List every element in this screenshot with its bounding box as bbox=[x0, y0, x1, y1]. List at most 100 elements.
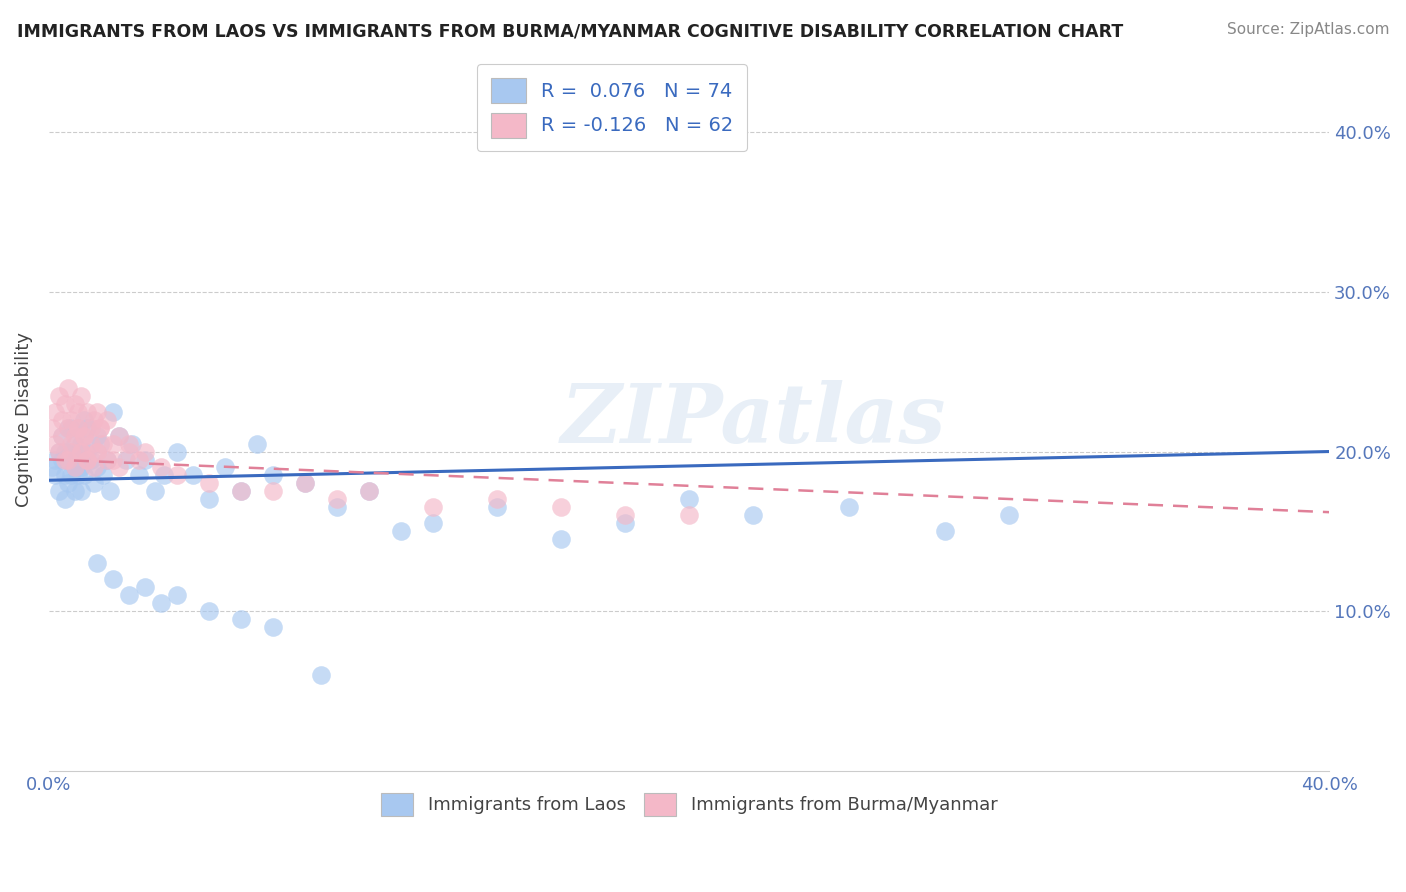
Point bbox=[101, 404, 124, 418]
Point bbox=[101, 436, 124, 450]
Point bbox=[76, 404, 98, 418]
Point bbox=[53, 397, 76, 411]
Point bbox=[614, 508, 637, 523]
Point bbox=[294, 476, 316, 491]
Point bbox=[48, 389, 70, 403]
Point bbox=[83, 476, 105, 491]
Point bbox=[422, 516, 444, 531]
Point bbox=[83, 460, 105, 475]
Point bbox=[73, 468, 96, 483]
Point bbox=[60, 444, 83, 458]
Point bbox=[76, 452, 98, 467]
Point bbox=[96, 452, 118, 467]
Point bbox=[63, 436, 86, 450]
Point bbox=[63, 484, 86, 499]
Point bbox=[48, 444, 70, 458]
Point bbox=[56, 381, 79, 395]
Point bbox=[76, 420, 98, 434]
Point bbox=[53, 444, 76, 458]
Point bbox=[51, 428, 73, 442]
Point bbox=[134, 580, 156, 594]
Point bbox=[51, 452, 73, 467]
Point bbox=[121, 436, 143, 450]
Point bbox=[51, 412, 73, 426]
Point bbox=[550, 500, 572, 515]
Point bbox=[89, 420, 111, 434]
Point bbox=[101, 572, 124, 586]
Point bbox=[79, 420, 101, 434]
Point bbox=[51, 428, 73, 442]
Point bbox=[198, 476, 221, 491]
Point bbox=[73, 428, 96, 442]
Point bbox=[128, 468, 150, 483]
Point bbox=[56, 420, 79, 434]
Point bbox=[86, 460, 108, 475]
Point bbox=[108, 460, 131, 475]
Point bbox=[309, 668, 332, 682]
Point bbox=[44, 468, 66, 483]
Point bbox=[229, 484, 252, 499]
Point bbox=[96, 412, 118, 426]
Point bbox=[53, 492, 76, 507]
Point bbox=[70, 444, 93, 458]
Point bbox=[98, 484, 121, 499]
Point bbox=[114, 452, 136, 467]
Text: IMMIGRANTS FROM LAOS VS IMMIGRANTS FROM BURMA/MYANMAR COGNITIVE DISABILITY CORRE: IMMIGRANTS FROM LAOS VS IMMIGRANTS FROM … bbox=[17, 22, 1123, 40]
Point bbox=[44, 452, 66, 467]
Point bbox=[73, 428, 96, 442]
Point bbox=[63, 460, 86, 475]
Point bbox=[60, 436, 83, 450]
Point bbox=[86, 444, 108, 458]
Text: ZIPatlas: ZIPatlas bbox=[561, 380, 946, 459]
Point bbox=[53, 468, 76, 483]
Point bbox=[63, 460, 86, 475]
Point bbox=[63, 397, 86, 411]
Point bbox=[166, 468, 188, 483]
Point bbox=[166, 444, 188, 458]
Point bbox=[53, 452, 76, 467]
Point bbox=[742, 508, 765, 523]
Point bbox=[56, 452, 79, 467]
Point bbox=[66, 468, 89, 483]
Point bbox=[93, 468, 115, 483]
Point bbox=[86, 444, 108, 458]
Point bbox=[486, 492, 509, 507]
Point bbox=[838, 500, 860, 515]
Point bbox=[60, 412, 83, 426]
Point bbox=[422, 500, 444, 515]
Point bbox=[262, 620, 284, 634]
Point bbox=[70, 389, 93, 403]
Point bbox=[143, 484, 166, 499]
Point bbox=[246, 436, 269, 450]
Point bbox=[79, 436, 101, 450]
Point bbox=[56, 476, 79, 491]
Point bbox=[294, 476, 316, 491]
Point bbox=[73, 412, 96, 426]
Text: Source: ZipAtlas.com: Source: ZipAtlas.com bbox=[1226, 22, 1389, 37]
Point bbox=[93, 436, 115, 450]
Point bbox=[66, 420, 89, 434]
Point bbox=[998, 508, 1021, 523]
Point bbox=[48, 484, 70, 499]
Point bbox=[86, 556, 108, 570]
Point bbox=[326, 500, 349, 515]
Point bbox=[181, 468, 204, 483]
Point bbox=[166, 588, 188, 602]
Point bbox=[229, 612, 252, 626]
Point bbox=[357, 484, 380, 499]
Point bbox=[934, 524, 956, 539]
Point bbox=[70, 484, 93, 499]
Point bbox=[134, 452, 156, 467]
Point bbox=[262, 468, 284, 483]
Point bbox=[89, 436, 111, 450]
Point bbox=[70, 444, 93, 458]
Point bbox=[60, 468, 83, 483]
Point bbox=[60, 444, 83, 458]
Point bbox=[118, 436, 141, 450]
Point bbox=[56, 420, 79, 434]
Point bbox=[134, 444, 156, 458]
Point bbox=[86, 428, 108, 442]
Point bbox=[41, 420, 63, 434]
Point bbox=[357, 484, 380, 499]
Point bbox=[118, 444, 141, 458]
